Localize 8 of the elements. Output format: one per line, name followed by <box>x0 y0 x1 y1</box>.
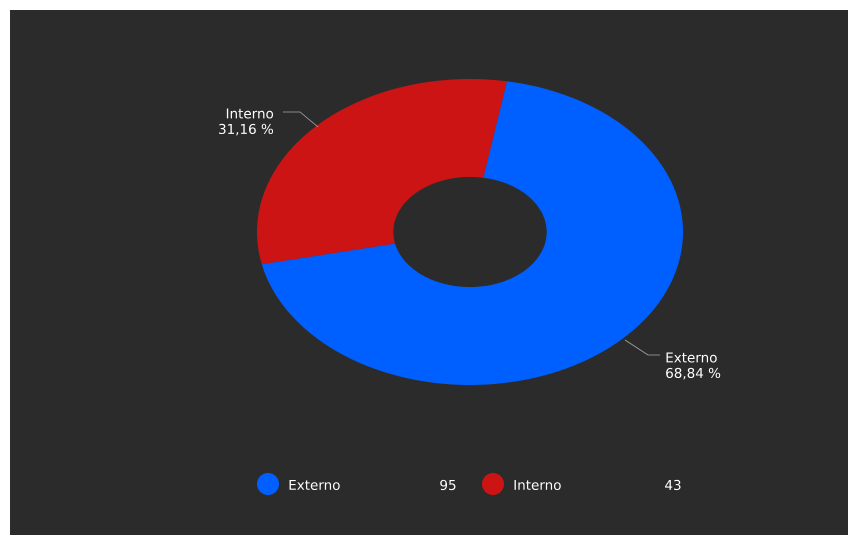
data-label: 31,16 % <box>219 124 274 136</box>
legend-label: Interno <box>514 480 561 490</box>
slice-label: Externo <box>666 352 717 363</box>
legend-label: Externo <box>290 480 340 490</box>
slice-label: Interno <box>226 108 274 119</box>
text: 43 <box>665 480 681 490</box>
data-label: 68,84 % <box>666 368 720 380</box>
text: 95 <box>440 480 456 490</box>
